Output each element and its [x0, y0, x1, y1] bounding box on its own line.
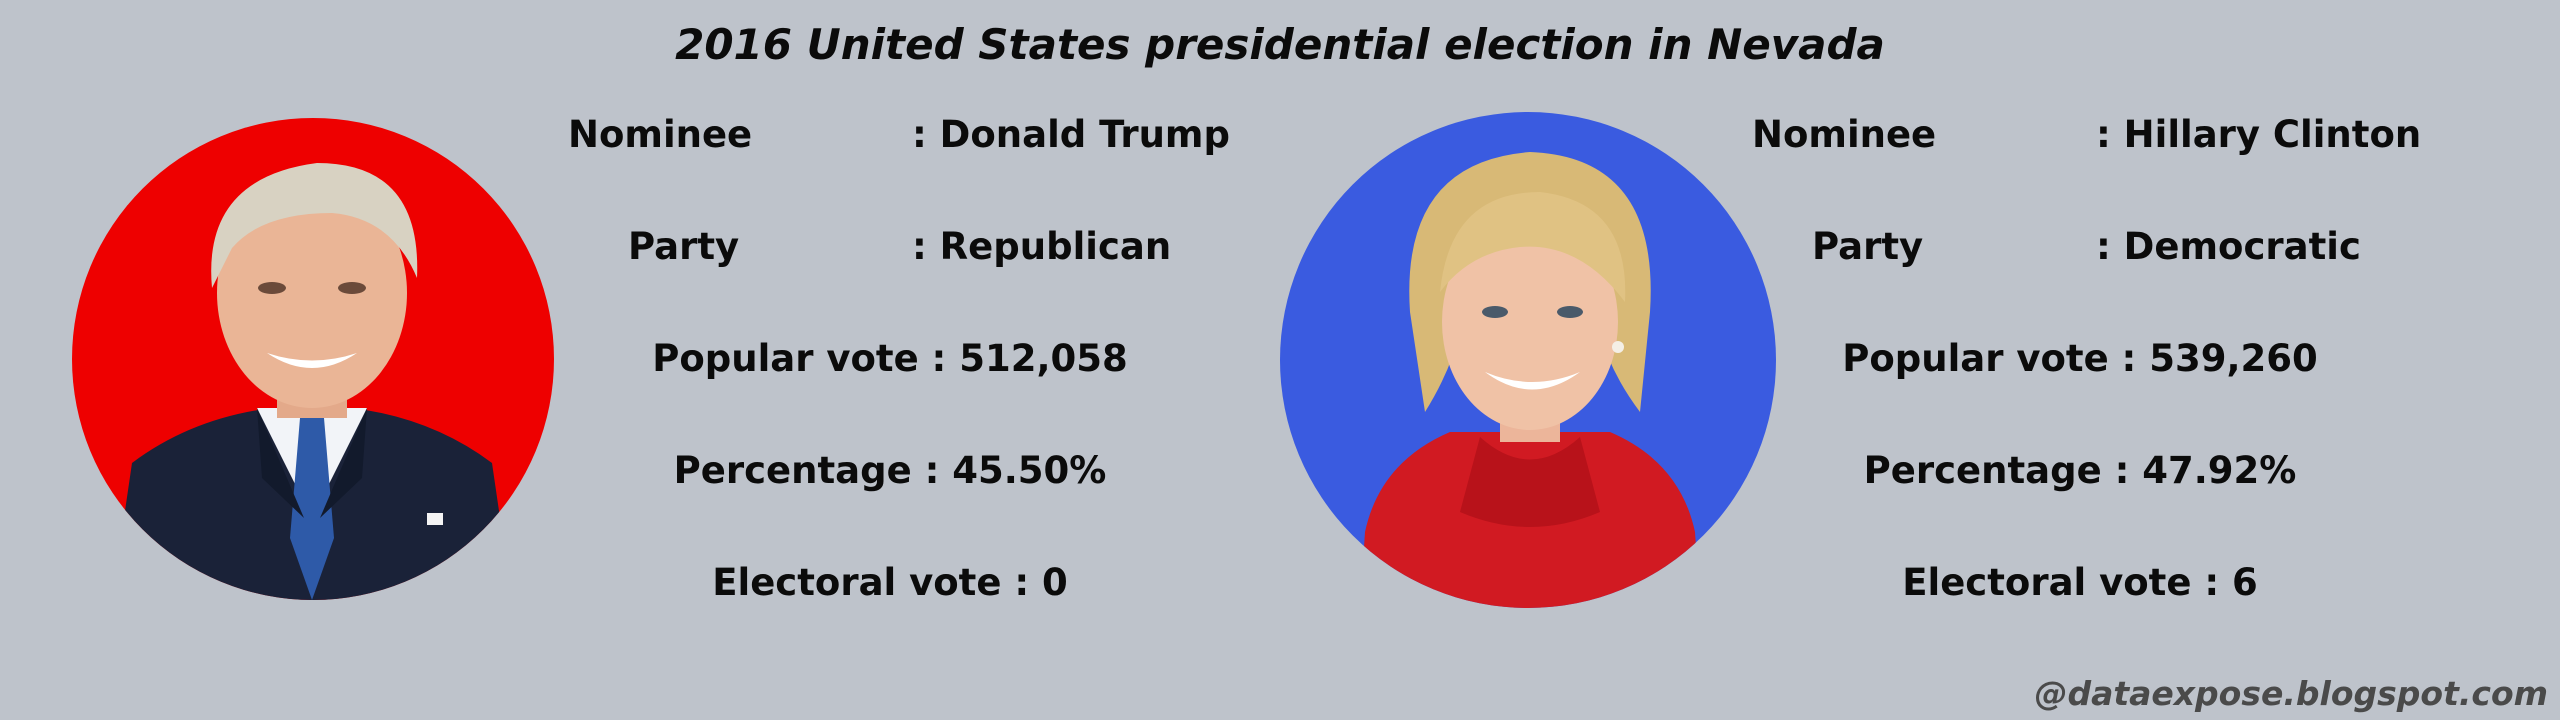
- trump-nominee-label: Nominee: [568, 113, 753, 156]
- trump-electoral-vote: Electoral vote : 0: [712, 561, 1068, 604]
- trump-portrait: [72, 118, 554, 600]
- watermark: @dataexpose.blogspot.com: [2034, 674, 2548, 713]
- trump-nominee-value: : Donald Trump: [912, 113, 1230, 156]
- clinton-percentage: Percentage : 47.92%: [1863, 449, 2297, 492]
- portrait-illustration: [1280, 112, 1776, 608]
- trump-popular-vote: Popular vote : 512,058: [652, 337, 1128, 380]
- page-title: 2016 United States presidential election…: [675, 20, 1885, 69]
- trump-party-value: : Republican: [912, 225, 1172, 268]
- clinton-electoral-vote: Electoral vote : 6: [1902, 561, 2258, 604]
- clinton-popular-vote: Popular vote : 539,260: [1842, 337, 2318, 380]
- trump-party-label: Party: [628, 225, 740, 268]
- clinton-nominee-label: Nominee: [1752, 113, 1937, 156]
- trump-percentage: Percentage : 45.50%: [673, 449, 1107, 492]
- clinton-party-label: Party: [1812, 225, 1924, 268]
- clinton-nominee-value: : Hillary Clinton: [2096, 113, 2422, 156]
- portrait-illustration: [72, 118, 554, 600]
- clinton-portrait: [1280, 112, 1776, 608]
- clinton-party-value: : Democratic: [2096, 225, 2361, 268]
